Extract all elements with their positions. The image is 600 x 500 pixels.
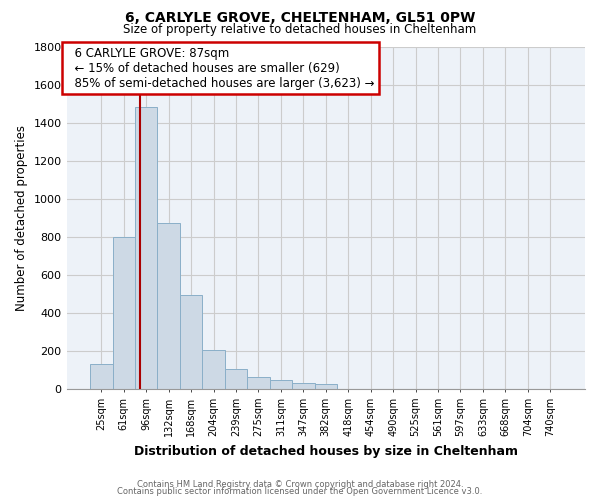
Bar	[180, 295, 202, 389]
Text: Contains public sector information licensed under the Open Government Licence v3: Contains public sector information licen…	[118, 487, 482, 496]
Bar	[113, 237, 135, 389]
Text: 6, CARLYLE GROVE, CHELTENHAM, GL51 0PW: 6, CARLYLE GROVE, CHELTENHAM, GL51 0PW	[125, 11, 475, 25]
Text: 6 CARLYLE GROVE: 87sqm
  ← 15% of detached houses are smaller (629)
  85% of sem: 6 CARLYLE GROVE: 87sqm ← 15% of detached…	[67, 46, 374, 90]
X-axis label: Distribution of detached houses by size in Cheltenham: Distribution of detached houses by size …	[134, 444, 518, 458]
Bar	[135, 108, 157, 389]
Bar	[314, 384, 337, 389]
Bar	[90, 364, 113, 389]
Bar	[269, 380, 292, 389]
Bar	[247, 376, 269, 389]
Bar	[157, 222, 180, 389]
Text: Size of property relative to detached houses in Cheltenham: Size of property relative to detached ho…	[124, 22, 476, 36]
Bar	[292, 384, 314, 389]
Text: Contains HM Land Registry data © Crown copyright and database right 2024.: Contains HM Land Registry data © Crown c…	[137, 480, 463, 489]
Y-axis label: Number of detached properties: Number of detached properties	[15, 125, 28, 311]
Bar	[202, 350, 225, 389]
Bar	[225, 369, 247, 389]
